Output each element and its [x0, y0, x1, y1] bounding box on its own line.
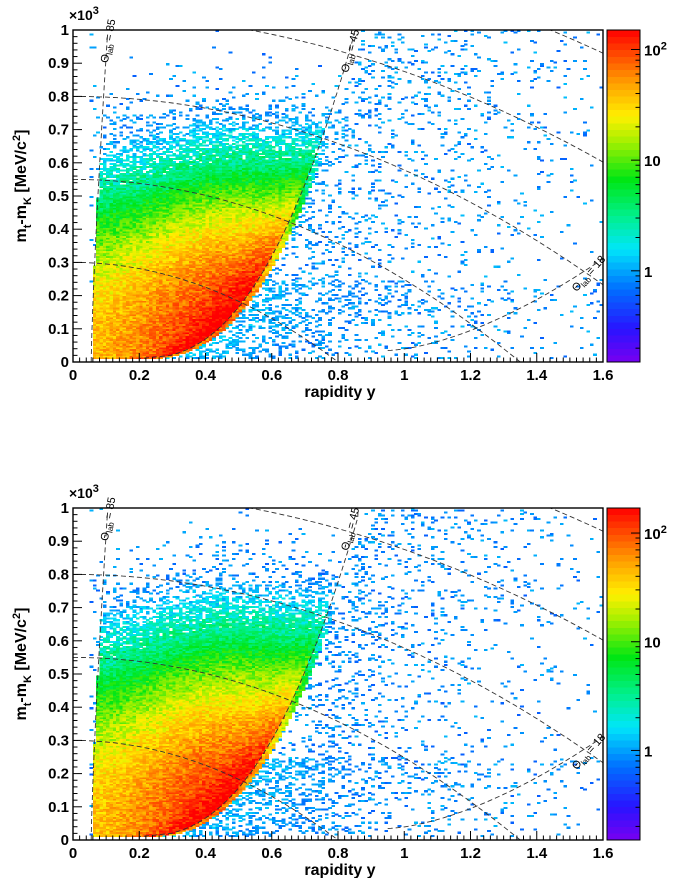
y-tick-label: 0.2	[48, 766, 69, 783]
y-tick-label: 0.9	[48, 55, 69, 72]
momentum-curve	[73, 573, 603, 764]
momentum-curve	[73, 95, 603, 286]
theta-45-curve	[138, 33, 355, 362]
heatmap-panel-bottom: 0 0.2 0.4 0.6 0.8 1 1.2 1.4 1.6 rapidity y 0 0.1 0.2…	[0, 478, 675, 883]
kinematic-curves	[73, 508, 603, 840]
theta-18-curve	[387, 736, 603, 829]
color-scale: 1 10 102	[606, 29, 667, 363]
y-tick-label: 0	[61, 354, 69, 371]
x-tick-label: 1	[400, 845, 408, 862]
theta-45-curve	[138, 511, 359, 840]
heatmap-cells	[89, 508, 603, 838]
z-tick-label: 102	[644, 40, 667, 59]
y-tick-label: 1	[61, 500, 69, 517]
theta-label: Θlab = 45	[339, 28, 364, 74]
x-tick-label: 0.8	[328, 845, 349, 862]
y-multiplier: ×103	[69, 5, 99, 23]
y-tick-label: 0.6	[48, 155, 69, 172]
x-tick-label: 0.6	[261, 845, 282, 862]
color-scale: 1 10 102	[606, 507, 667, 841]
y-tick-label: 0.1	[48, 799, 69, 816]
x-axis-label: rapidity y	[304, 384, 375, 400]
y-tick-label: 0	[61, 832, 69, 849]
z-tick-label: 102	[644, 524, 667, 543]
y-axis-label: mt-mK [MeV/c2]	[11, 130, 34, 243]
x-tick-label: 1.4	[526, 367, 548, 384]
y-tick-label: 0.5	[48, 666, 69, 683]
y-multiplier: ×103	[69, 483, 99, 501]
x-tick-label: 0	[69, 367, 77, 384]
heatmap-chart-top: 0 0.2 0.4 0.6 0.8 1 1.2 1.4 1.6 rapidity y 0 0.1 0.2…	[11, 5, 667, 401]
x-tick-label: 1.2	[460, 367, 481, 384]
y-tick-label: 0.1	[48, 321, 69, 338]
momentum-curve	[549, 30, 603, 54]
x-tick-label: 1	[400, 367, 408, 384]
momentum-curve	[73, 261, 339, 362]
y-axis: 0 0.1 0.2 0.3 0.4 0.5 0.6 0.7 0.8 0.9 1×103 mt-mK […	[11, 483, 99, 849]
momentum-curve	[73, 739, 339, 840]
theta-85-curve	[90, 514, 108, 840]
momentum-curve	[549, 508, 603, 532]
y-tick-label: 0.6	[48, 633, 69, 650]
y-tick-label: 0.2	[48, 288, 69, 305]
x-axis-label: rapidity y	[304, 862, 375, 878]
y-axis-label: mt-mK [MeV/c2]	[11, 608, 34, 721]
heatmap-cells	[89, 30, 603, 360]
y-tick-label: 0.4	[48, 699, 70, 716]
x-tick-label: 1.2	[460, 845, 481, 862]
heatmap-chart-bottom: 0 0.2 0.4 0.6 0.8 1 1.2 1.4 1.6 rapidity y 0 0.1 0.2…	[11, 483, 667, 879]
theta-label: Θlab = 45	[339, 506, 364, 552]
x-tick-label: 1.6	[593, 845, 614, 862]
kinematic-curves	[73, 30, 603, 362]
theta-label: Θlab = 85	[99, 496, 120, 542]
momentum-curve	[247, 30, 603, 163]
z-tick-label: 10	[644, 153, 661, 170]
y-tick-label: 0.7	[48, 600, 69, 617]
x-tick-label: 0.6	[261, 367, 282, 384]
momentum-curve	[73, 656, 521, 840]
y-tick-label: 0.7	[48, 122, 69, 139]
x-axis: 0 0.2 0.4 0.6 0.8 1 1.2 1.4 1.6 rapidity y	[69, 353, 614, 401]
x-tick-label: 1.4	[526, 845, 548, 862]
z-tick-label: 1	[644, 743, 652, 760]
heatmap-panel-top: 0 0.2 0.4 0.6 0.8 1 1.2 1.4 1.6 rapidity y 0 0.1 0.2…	[0, 0, 675, 405]
y-tick-label: 0.9	[48, 533, 69, 550]
theta-85-curve	[90, 36, 108, 362]
theta-18-curve	[387, 258, 603, 351]
y-tick-label: 0.5	[48, 188, 69, 205]
y-tick-label: 0.8	[48, 566, 69, 583]
x-tick-label: 0.2	[129, 367, 150, 384]
x-tick-label: 0	[69, 845, 77, 862]
y-tick-label: 0.8	[48, 88, 69, 105]
x-tick-label: 0.2	[129, 845, 150, 862]
x-tick-label: 0.4	[195, 845, 217, 862]
y-tick-label: 1	[61, 22, 69, 39]
x-axis: 0 0.2 0.4 0.6 0.8 1 1.2 1.4 1.6 rapidity y	[69, 831, 614, 879]
y-tick-label: 0.3	[48, 732, 69, 749]
y-tick-label: 0.3	[48, 254, 69, 271]
y-tick-label: 0.4	[48, 221, 70, 238]
x-tick-label: 1.6	[593, 367, 614, 384]
momentum-curve	[73, 178, 521, 362]
theta-label: Θlab = 85	[99, 18, 120, 64]
y-axis: 0 0.1 0.2 0.3 0.4 0.5 0.6 0.7 0.8 0.9 1×103 mt-mK […	[11, 5, 99, 371]
z-tick-label: 10	[644, 635, 661, 652]
x-tick-label: 0.4	[195, 367, 217, 384]
momentum-curve	[247, 508, 603, 641]
x-tick-label: 0.8	[328, 367, 349, 384]
z-tick-label: 1	[644, 264, 652, 281]
